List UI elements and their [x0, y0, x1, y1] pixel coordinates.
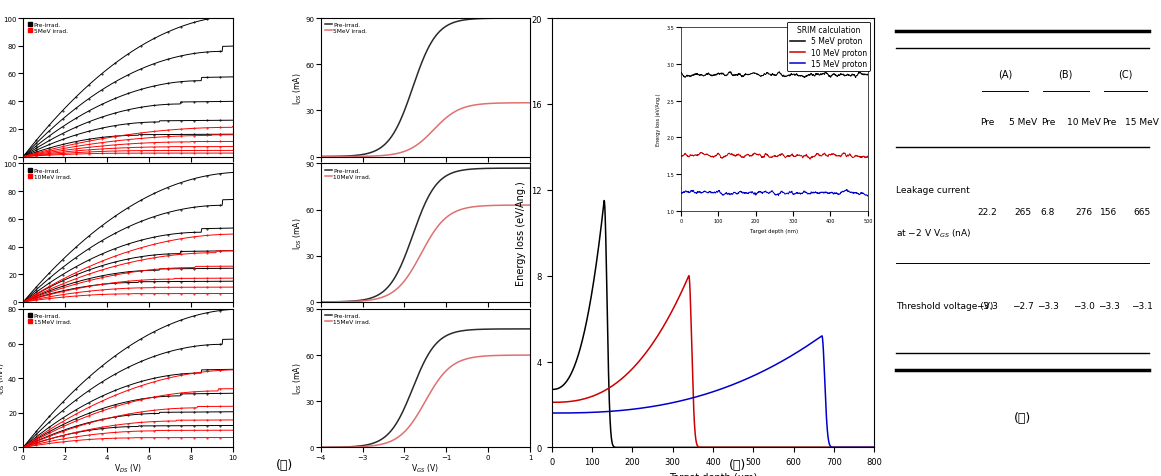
- 10 MeV proton: [750, 445, 764, 450]
- Text: Leakage current: Leakage current: [896, 186, 969, 195]
- Y-axis label: Energy loss (eV/Ang.): Energy loss (eV/Ang.): [515, 181, 526, 286]
- 15 MeV proton: [827, 445, 841, 450]
- Text: 10 MeV: 10 MeV: [1067, 118, 1101, 126]
- Legend: Pre-irrad., 10MeV irrad.: Pre-irrad., 10MeV irrad.: [27, 167, 72, 181]
- 15 MeV proton: [815, 333, 829, 339]
- 5 MeV proton: [597, 198, 611, 204]
- Text: 665: 665: [1133, 208, 1151, 216]
- Legend: Pre-irrad., 10MeV irrad.: Pre-irrad., 10MeV irrad.: [324, 167, 373, 181]
- Legend: Pre-irrad., 15MeV irrad.: Pre-irrad., 15MeV irrad.: [27, 312, 72, 326]
- Y-axis label: I$_{DS}$ (mA): I$_{DS}$ (mA): [291, 362, 304, 395]
- 15 MeV proton: [801, 343, 815, 348]
- 10 MeV proton: [784, 445, 798, 450]
- Text: 156: 156: [1101, 208, 1118, 216]
- Text: (다): (다): [1014, 411, 1031, 424]
- Text: −3.3: −3.3: [1098, 302, 1119, 310]
- Legend: Pre-irrad., 5MeV irrad.: Pre-irrad., 5MeV irrad.: [27, 22, 68, 36]
- 15 MeV proton: [561, 410, 575, 416]
- Text: (가): (가): [276, 458, 293, 471]
- X-axis label: V$_{GS}$ (V): V$_{GS}$ (V): [411, 461, 439, 474]
- 5 MeV proton: [736, 445, 750, 450]
- 15 MeV proton: [736, 378, 750, 384]
- 10 MeV proton: [693, 445, 707, 450]
- 5 MeV proton: [662, 445, 676, 450]
- 15 MeV proton: [750, 372, 764, 377]
- 15 MeV proton: [867, 445, 881, 450]
- Y-axis label: I$_{DS}$ (mA): I$_{DS}$ (mA): [0, 362, 7, 395]
- Text: Threshold voltage (V): Threshold voltage (V): [896, 302, 994, 310]
- Text: −3.3: −3.3: [1037, 302, 1059, 310]
- 5 MeV proton: [750, 445, 764, 450]
- Legend: Pre-irrad., 15MeV irrad.: Pre-irrad., 15MeV irrad.: [324, 312, 373, 326]
- 5 MeV proton: [784, 445, 798, 450]
- Y-axis label: I$_{DS}$ (mA): I$_{DS}$ (mA): [291, 217, 304, 249]
- Text: 6.8: 6.8: [1040, 208, 1055, 216]
- Text: Pre: Pre: [1040, 118, 1055, 126]
- Text: 265: 265: [1014, 208, 1031, 216]
- Text: −2.7: −2.7: [1011, 302, 1033, 310]
- Text: at −2 V V$_{GS}$ (nA): at −2 V V$_{GS}$ (nA): [896, 227, 972, 239]
- 5 MeV proton: [801, 445, 815, 450]
- Text: 5 MeV: 5 MeV: [1009, 118, 1037, 126]
- 5 MeV proton: [608, 445, 622, 450]
- Line: 15 MeV proton: 15 MeV proton: [551, 336, 874, 447]
- Text: (C): (C): [1118, 70, 1132, 79]
- 10 MeV proton: [561, 399, 575, 405]
- 10 MeV proton: [545, 399, 558, 405]
- Text: Pre: Pre: [980, 118, 994, 126]
- 10 MeV proton: [867, 445, 881, 450]
- Text: −3.3: −3.3: [976, 302, 998, 310]
- Legend: 5 MeV proton, 10 MeV proton, 15 MeV proton: 5 MeV proton, 10 MeV proton, 15 MeV prot…: [787, 23, 871, 72]
- Text: 276: 276: [1075, 208, 1093, 216]
- X-axis label: Target depth (μm): Target depth (μm): [669, 472, 757, 476]
- Text: (A): (A): [997, 70, 1012, 79]
- 10 MeV proton: [801, 445, 815, 450]
- 5 MeV proton: [561, 377, 575, 382]
- Text: 22.2: 22.2: [978, 208, 997, 216]
- 10 MeV proton: [736, 445, 750, 450]
- Text: (나): (나): [729, 458, 745, 471]
- Legend: Pre-irrad., 5MeV irrad.: Pre-irrad., 5MeV irrad.: [324, 22, 369, 36]
- Line: 5 MeV proton: 5 MeV proton: [551, 201, 874, 447]
- Text: 15 MeV: 15 MeV: [1125, 118, 1159, 126]
- X-axis label: V$_{DS}$ (V): V$_{DS}$ (V): [114, 461, 142, 474]
- 15 MeV proton: [784, 354, 798, 359]
- Y-axis label: I$_{DS}$ (mA): I$_{DS}$ (mA): [0, 217, 2, 249]
- 15 MeV proton: [662, 401, 676, 407]
- Text: Pre: Pre: [1102, 118, 1116, 126]
- 5 MeV proton: [867, 445, 881, 450]
- 15 MeV proton: [545, 410, 558, 416]
- 5 MeV proton: [545, 387, 558, 392]
- Text: −3.0: −3.0: [1073, 302, 1095, 310]
- 10 MeV proton: [682, 273, 695, 279]
- Text: (B): (B): [1059, 70, 1073, 79]
- Y-axis label: I$_{DS}$ (mA): I$_{DS}$ (mA): [0, 72, 2, 104]
- Line: 10 MeV proton: 10 MeV proton: [551, 276, 874, 447]
- Y-axis label: I$_{DS}$ (mA): I$_{DS}$ (mA): [291, 72, 304, 104]
- Text: −3.1: −3.1: [1131, 302, 1153, 310]
- 10 MeV proton: [662, 315, 676, 321]
